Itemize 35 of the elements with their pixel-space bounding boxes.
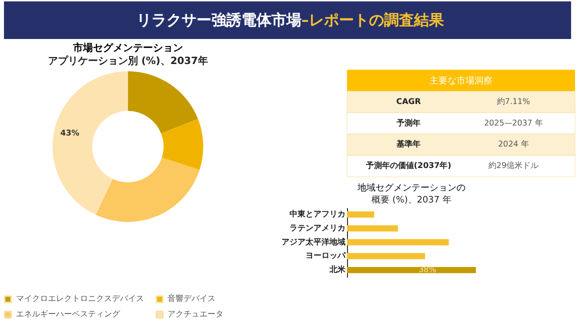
chart-title: 市場セグメンテーション — [72, 42, 183, 54]
text: 基準年 — [396, 140, 421, 149]
donut-slice — [128, 71, 198, 134]
text: 2025—2037 年 — [484, 118, 543, 128]
legend-label: エネルギーハーベスティング — [16, 310, 121, 319]
text: CAGR — [396, 96, 421, 106]
text: 2024 年 — [498, 140, 529, 149]
bar — [347, 266, 476, 274]
text: –レポートの調査結果 — [301, 11, 445, 30]
text: リラクサー強誘電体市場 — [136, 11, 302, 30]
y-tick-label: 中東とアフリカ — [290, 210, 346, 219]
chart-subtitle: アプリケーション別 (%)、2037年 — [48, 54, 208, 67]
legend-label: 音響デバイス — [168, 294, 216, 304]
bar — [347, 211, 374, 218]
legend-label: マイクロエレクトロニクスデバイス — [16, 294, 144, 304]
bar — [347, 253, 426, 260]
chart-title: 地域セグメンテーションの — [356, 182, 466, 194]
y-tick-label: ヨーロッパ — [306, 251, 347, 260]
chart-subtitle: 概要 (%)、2037 年 — [372, 194, 452, 206]
data-label: 43% — [60, 128, 80, 138]
donut-slice — [96, 158, 200, 222]
bar — [347, 225, 398, 232]
y-tick-label: ラテンアメリカ — [290, 223, 346, 232]
bar — [347, 239, 449, 246]
text: 予測年の価値(2037年) — [364, 161, 452, 170]
y-tick-label: 北米 — [328, 265, 347, 274]
donut-slice — [52, 71, 128, 215]
y-tick-label: アジア太平洋地域 — [282, 237, 346, 246]
text: 予測年 — [396, 118, 421, 128]
text: 約7.11% — [496, 96, 531, 106]
data-label: 38% — [418, 265, 437, 274]
text: 約29億米ドル — [488, 161, 539, 170]
legend-label: アクチュエータ — [168, 310, 224, 319]
text: 主要な市場洞察 — [430, 75, 493, 86]
donut-slice — [161, 118, 204, 170]
